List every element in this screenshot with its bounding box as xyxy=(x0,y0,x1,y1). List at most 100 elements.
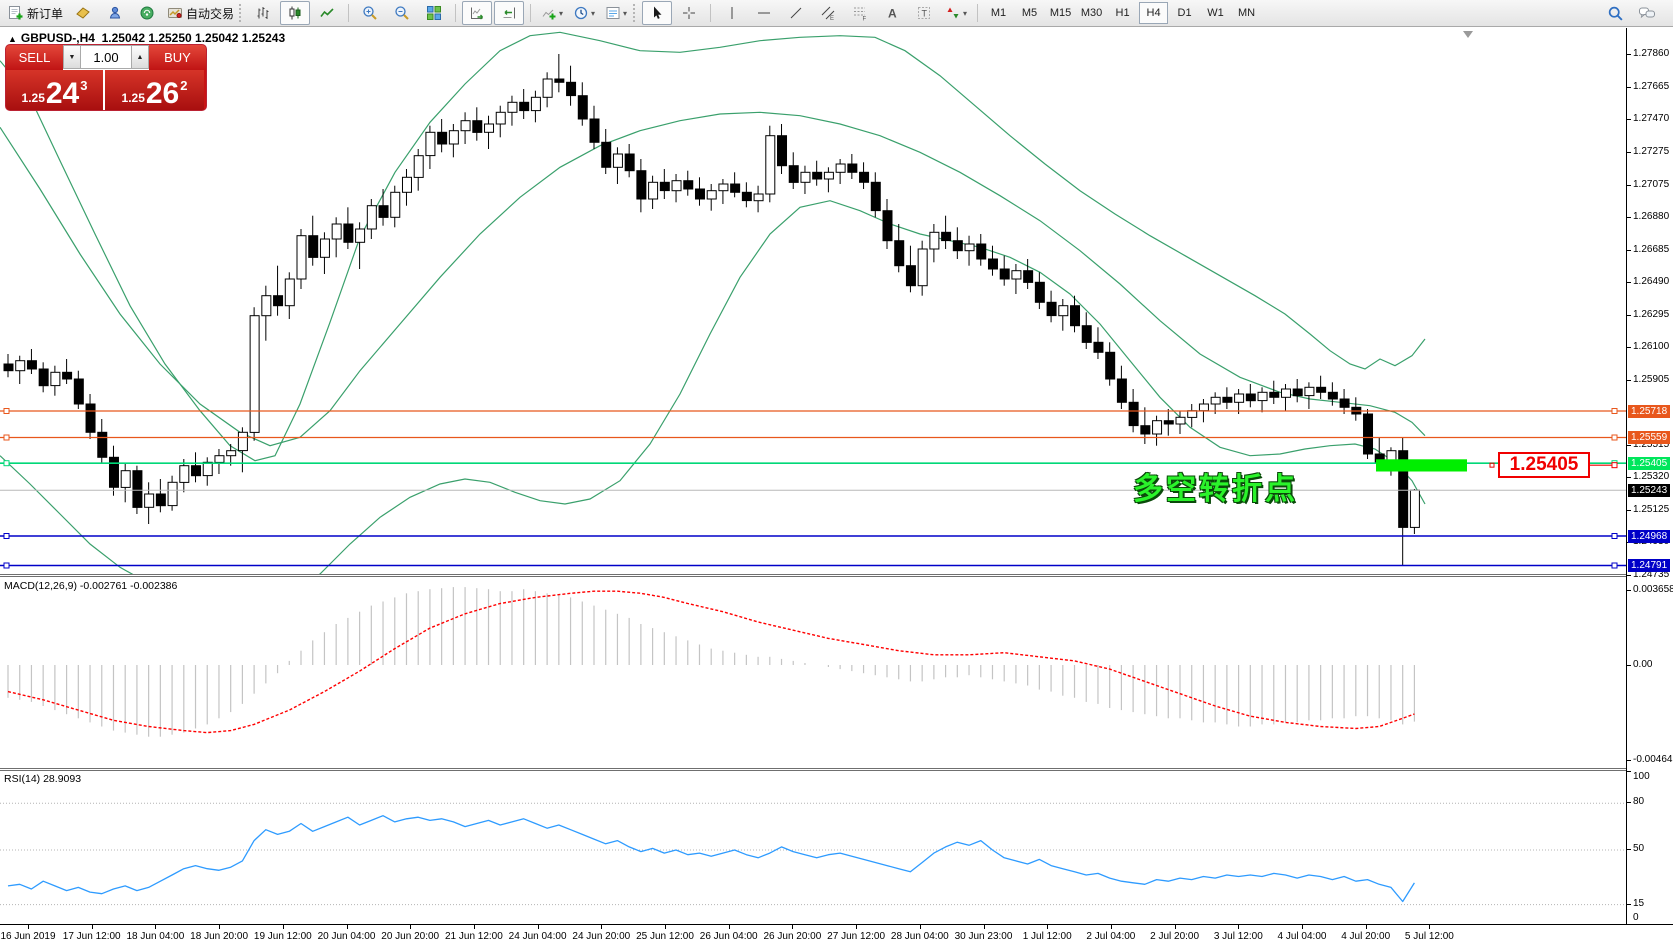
hline-handle[interactable] xyxy=(3,562,10,569)
hline-handle[interactable] xyxy=(3,533,10,539)
chart-shift-button[interactable] xyxy=(494,1,525,25)
hline-handle[interactable] xyxy=(3,434,10,441)
crosshair-icon xyxy=(683,7,696,19)
price-axis[interactable]: 1.27860 1.27665 1.27470 1.27275 1.27075 1.268… xyxy=(1626,28,1673,928)
main-chart-canvas[interactable] xyxy=(0,28,1626,574)
hline-handle[interactable] xyxy=(3,460,10,467)
candle-body xyxy=(612,153,623,168)
tf-button-W1[interactable]: W1 xyxy=(1207,7,1224,19)
volume-decrease-button[interactable]: ▼ xyxy=(63,45,81,69)
chart-annotation-text[interactable]: 多空转折点 xyxy=(1133,473,1298,506)
candle-body xyxy=(273,295,284,307)
candle-body xyxy=(917,248,928,287)
market-watch-button[interactable] xyxy=(68,1,98,25)
time-axis-tick xyxy=(1047,925,1049,929)
hline-handle[interactable] xyxy=(1611,533,1618,539)
price-tag-handle[interactable] xyxy=(1489,462,1495,468)
crosshair-tool-button[interactable] xyxy=(674,1,704,25)
line-chart-mode-button[interactable] xyxy=(312,1,342,25)
hline-tool-button[interactable] xyxy=(749,1,779,25)
macd-indicator-label: MACD(12,26,9) -0.002761 -0.002386 xyxy=(4,580,178,592)
toolbar-drag-handle[interactable] xyxy=(239,4,244,22)
time-axis-label: 24 Jun 04:00 xyxy=(508,931,567,942)
sell-price-display[interactable]: 1.25 24 3 xyxy=(6,70,105,110)
main-toolbar: 新订单 自动交易 xyxy=(0,0,1673,27)
price-tag-label[interactable]: 1.25405 xyxy=(1498,452,1590,478)
time-axis-label: 28 Jun 04:00 xyxy=(890,931,949,942)
time-axis-tick xyxy=(1174,925,1176,929)
tf-button-M30[interactable]: M30 xyxy=(1080,7,1103,19)
candle-body xyxy=(296,235,307,280)
hline-handle[interactable] xyxy=(1611,562,1618,569)
candle-body xyxy=(823,171,834,180)
templates-button[interactable]: ▾ xyxy=(601,1,631,25)
channel-tool-button[interactable]: E xyxy=(813,1,843,25)
tf-button-H1[interactable]: H1 xyxy=(1115,7,1130,19)
cursor-tool-button[interactable] xyxy=(642,1,673,25)
candle-body xyxy=(191,465,202,477)
volume-input[interactable]: 1.00 xyxy=(81,45,131,69)
hline-handle[interactable] xyxy=(1611,434,1618,441)
time-axis-label: 27 Jun 12:00 xyxy=(827,931,886,942)
panel-splitter[interactable] xyxy=(0,574,1673,577)
candle-body xyxy=(554,78,565,83)
search-button[interactable] xyxy=(1600,1,1630,25)
signals-button[interactable] xyxy=(132,1,162,25)
candle-body xyxy=(636,170,647,200)
hline-handle[interactable] xyxy=(1611,408,1618,414)
toolbar-separator xyxy=(348,4,350,22)
text-label-tool-button[interactable]: T xyxy=(909,1,939,25)
time-axis[interactable]: 16 Jun 2019 17 Jun 12:00 18 Jun 04:00 18 Ju… xyxy=(0,924,1673,950)
time-axis-label: 20 Jun 04:00 xyxy=(317,931,376,942)
time-axis-tick xyxy=(410,925,412,929)
buy-button[interactable]: BUY xyxy=(149,45,206,70)
channel-icon: E xyxy=(821,6,835,21)
zoom-out-button[interactable] xyxy=(387,1,417,25)
candle-body xyxy=(976,243,987,260)
tile-windows-button[interactable] xyxy=(419,1,449,25)
tf-button-M15[interactable]: M15 xyxy=(1049,7,1072,19)
autotrade-button[interactable]: 自动交易 xyxy=(164,1,237,25)
rsi-panel-canvas[interactable] xyxy=(0,771,1626,924)
tf-button-M5[interactable]: M5 xyxy=(1021,7,1038,19)
candle-body xyxy=(120,470,131,488)
axis-tick-label: 1.26685 xyxy=(1633,243,1670,255)
trendline-tool-button[interactable] xyxy=(781,1,811,25)
new-order-icon xyxy=(9,6,23,20)
candle-body xyxy=(577,95,588,120)
arrows-tool-button[interactable]: ▾ xyxy=(941,1,971,25)
volume-increase-button[interactable]: ▲ xyxy=(131,45,149,69)
candle-chart-mode-button[interactable] xyxy=(280,1,311,25)
highlight-rect[interactable] xyxy=(1376,459,1467,472)
fibonacci-tool-button[interactable]: F xyxy=(845,1,875,25)
auto-scroll-button[interactable] xyxy=(462,1,493,25)
navigator-button[interactable] xyxy=(100,1,130,25)
sell-button[interactable]: SELL xyxy=(6,45,63,70)
tf-button-M1[interactable]: M1 xyxy=(990,7,1007,19)
bar-chart-mode-button[interactable] xyxy=(248,1,278,25)
hline-handle[interactable] xyxy=(3,408,10,414)
tf-button-MN[interactable]: MN xyxy=(1237,7,1256,19)
arrows-icon xyxy=(947,7,959,19)
time-axis-label: 20 Jun 20:00 xyxy=(381,931,440,942)
axis-tick-label: 1.27275 xyxy=(1633,145,1670,157)
tf-button-D1[interactable]: D1 xyxy=(1177,7,1192,19)
toolbar-drag-handle[interactable] xyxy=(633,4,638,22)
buy-price-display[interactable]: 1.25 26 2 xyxy=(105,70,204,110)
cursor-icon xyxy=(654,6,662,19)
new-order-button[interactable]: 新订单 xyxy=(5,1,66,25)
time-axis-label: 18 Jun 04:00 xyxy=(126,931,185,942)
indicators-button[interactable]: ▾ xyxy=(537,1,567,25)
macd-panel-canvas[interactable] xyxy=(0,578,1626,768)
vline-tool-button[interactable] xyxy=(717,1,747,25)
zoom-in-button[interactable] xyxy=(355,1,385,25)
chart-shift-marker[interactable] xyxy=(1463,31,1473,38)
tf-button-H4[interactable]: H4 xyxy=(1139,2,1169,24)
price-tag-handle[interactable] xyxy=(1611,462,1618,469)
text-tool-button[interactable]: A xyxy=(877,1,907,25)
chat-button[interactable] xyxy=(1632,1,1662,25)
panel-splitter[interactable] xyxy=(0,768,1673,771)
periods-button[interactable]: ▾ xyxy=(569,1,599,25)
candle-body xyxy=(859,171,870,183)
navigator-icon xyxy=(109,6,121,19)
